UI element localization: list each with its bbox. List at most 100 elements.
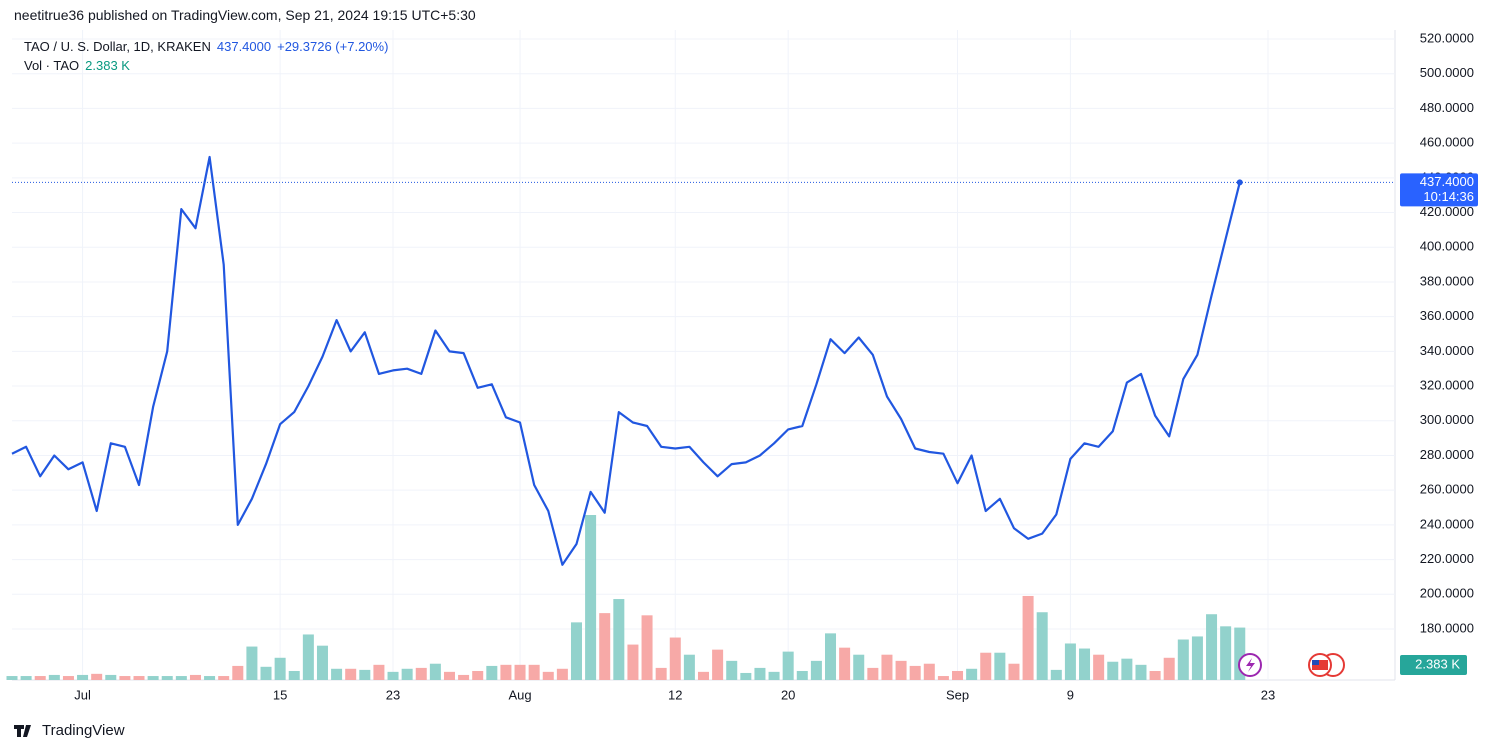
volume-bar	[1177, 639, 1189, 680]
volume-bar	[768, 671, 780, 680]
y-tick-label: 460.0000	[1420, 135, 1474, 150]
volume-bar	[500, 664, 512, 680]
volume-bar	[556, 668, 568, 680]
price-badge	[1400, 173, 1478, 207]
volume-bar	[599, 613, 611, 680]
price-line	[11, 155, 1241, 566]
symbol-title: TAO / U. S. Dollar, 1D, KRAKEN	[24, 39, 211, 54]
volume-legend: Vol · TAO 2.383 K	[24, 58, 130, 73]
volume-bar	[20, 676, 32, 680]
volume-bar	[1079, 648, 1091, 680]
volume-bar	[627, 644, 639, 680]
volume-bar	[1234, 627, 1246, 680]
volume-bar	[443, 671, 455, 680]
volume-bar	[514, 664, 526, 680]
volume-bar	[528, 664, 540, 680]
volume-bar	[288, 670, 300, 680]
volume-bar	[683, 654, 695, 680]
volume-bar	[1022, 595, 1034, 680]
brand-logo	[14, 725, 31, 737]
volume-bar	[542, 671, 554, 680]
volume-bar	[77, 674, 89, 680]
volume-bar	[994, 652, 1006, 680]
volume-bar	[1064, 643, 1076, 680]
y-tick-label: 180.0000	[1420, 620, 1474, 635]
volume-bar	[1121, 658, 1133, 680]
volume-bar	[980, 652, 992, 680]
volume-bar	[937, 676, 949, 680]
volume-bar	[359, 669, 371, 680]
volume-bar	[133, 676, 145, 680]
volume-bar	[48, 674, 60, 680]
y-tick-label: 400.0000	[1420, 239, 1474, 254]
volume-bar	[895, 660, 907, 680]
brand-name: TradingView	[42, 722, 125, 739]
price-badge-label: 437.4000	[1420, 174, 1474, 189]
volume-bar	[1050, 669, 1062, 680]
volume-bar	[585, 515, 597, 680]
volume-bar	[782, 651, 794, 680]
volume-bar	[867, 667, 879, 680]
volume-bar	[1093, 654, 1105, 680]
y-tick-label: 300.0000	[1420, 412, 1474, 427]
volume-bar	[232, 665, 244, 680]
flag-shape	[1312, 660, 1328, 670]
volume-bar	[853, 654, 865, 680]
y-tick-label: 260.0000	[1420, 482, 1474, 497]
countdown-label: 10:14:36	[1423, 189, 1474, 204]
volume-bar	[119, 676, 131, 680]
volume-bar	[331, 668, 343, 680]
y-tick-label: 420.0000	[1420, 204, 1474, 219]
price-pane	[11, 155, 1395, 566]
volume-bar	[6, 676, 18, 680]
volume-bar	[1107, 661, 1119, 680]
x-tick-label: 23	[1261, 687, 1275, 702]
x-tick-label: 15	[273, 687, 287, 702]
x-tick-label: 12	[668, 687, 682, 702]
volume-bar	[740, 672, 752, 680]
volume-bar	[105, 674, 117, 680]
volume-bar	[1135, 664, 1147, 680]
volume-bar	[1191, 636, 1203, 680]
price-change: +29.3726 (+7.20%)	[277, 39, 389, 54]
volume-bar	[966, 668, 978, 680]
volume-bar	[726, 660, 738, 680]
volume-bar	[1163, 657, 1175, 680]
y-tick-label: 320.0000	[1420, 377, 1474, 392]
volume-pane	[6, 515, 1246, 680]
volume-bar	[1220, 626, 1232, 680]
volume-bar	[204, 676, 216, 680]
volume-bar	[62, 676, 74, 680]
volume-bar	[387, 671, 399, 680]
volume-bar	[1008, 663, 1020, 680]
volume-bar	[91, 673, 103, 680]
volume-bar	[458, 674, 470, 680]
volume-bar	[570, 622, 582, 680]
volume-bar	[429, 663, 441, 680]
lightning-icon	[1246, 658, 1255, 672]
volume-bar	[246, 646, 258, 680]
volume-bar	[839, 647, 851, 680]
volume-bar	[34, 676, 46, 680]
grid	[12, 30, 1395, 680]
volume-bar	[655, 667, 667, 680]
flag-shape	[1312, 660, 1319, 665]
y-tick-label: 240.0000	[1420, 516, 1474, 531]
y-tick-label: 220.0000	[1420, 551, 1474, 566]
volume-bar	[1149, 670, 1161, 680]
volume-bar	[161, 676, 173, 680]
last-point	[1236, 179, 1243, 186]
volume-bar	[472, 670, 484, 680]
volume-bar	[881, 654, 893, 680]
volume-title: Vol · TAO	[24, 58, 80, 73]
y-tick-label: 280.0000	[1420, 447, 1474, 462]
volume-bar	[147, 676, 159, 680]
volume-bar	[189, 674, 201, 680]
volume-bar	[754, 667, 766, 680]
x-tick-label: Sep	[946, 687, 969, 702]
volume-bar	[923, 663, 935, 680]
volume-bar	[218, 676, 230, 680]
